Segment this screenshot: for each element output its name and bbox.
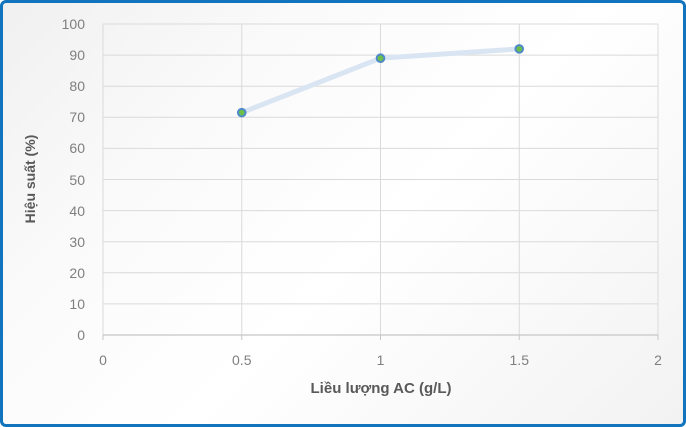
y-tick-label: 50 <box>69 171 85 188</box>
y-tick-label: 10 <box>69 295 85 312</box>
y-tick-label: 30 <box>69 233 85 250</box>
y-tick-label: 80 <box>69 78 85 95</box>
plot-area <box>102 23 659 340</box>
x-tick-label: 2 <box>654 352 662 368</box>
data-point-marker <box>236 107 247 118</box>
line-chart <box>102 23 659 340</box>
x-tick-label: 1.5 <box>509 352 529 368</box>
y-tick-label: 90 <box>69 47 85 64</box>
y-tick-label: 60 <box>69 140 85 157</box>
y-tick-label: 20 <box>69 264 85 281</box>
x-axis-title: Liều lượng AC (g/L) <box>310 380 452 397</box>
x-tick-label: 0.5 <box>232 352 252 368</box>
y-tick-label: 0 <box>77 327 85 343</box>
y-tick-label: 40 <box>69 202 85 219</box>
data-point-marker <box>375 53 386 64</box>
y-tick-label: 100 <box>61 16 85 32</box>
y-tick-label: 70 <box>69 109 85 126</box>
data-point-marker <box>514 44 525 54</box>
x-tick-label: 1 <box>376 352 385 368</box>
x-tick-label: 0 <box>99 352 107 368</box>
